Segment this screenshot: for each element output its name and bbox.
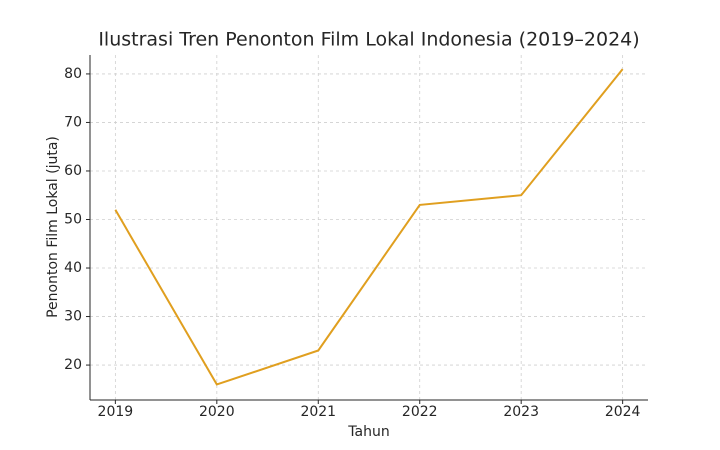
y-tick-label: 20 — [64, 357, 82, 373]
y-tick-label: 80 — [64, 66, 82, 82]
x-tick-label: 2022 — [402, 404, 438, 420]
y-axis-label: Penonton Film Lokal (juta) — [45, 136, 61, 318]
y-tick-label: 40 — [64, 260, 82, 276]
x-tick-label: 2024 — [605, 404, 641, 420]
data-line — [114, 68, 624, 386]
y-tick-label: 50 — [64, 211, 82, 227]
x-tick-label: 2023 — [503, 404, 539, 420]
x-tick-label: 2021 — [300, 404, 336, 420]
y-tick-label: 70 — [64, 114, 82, 130]
x-tick-label: 2020 — [199, 404, 235, 420]
x-axis-label: Tahun — [347, 424, 389, 440]
y-tick-label: 60 — [64, 163, 82, 179]
x-tick-label: 2019 — [98, 404, 134, 420]
chart-title: Ilustrasi Tren Penonton Film Lokal Indon… — [98, 29, 639, 51]
y-tick-label: 30 — [64, 309, 82, 325]
